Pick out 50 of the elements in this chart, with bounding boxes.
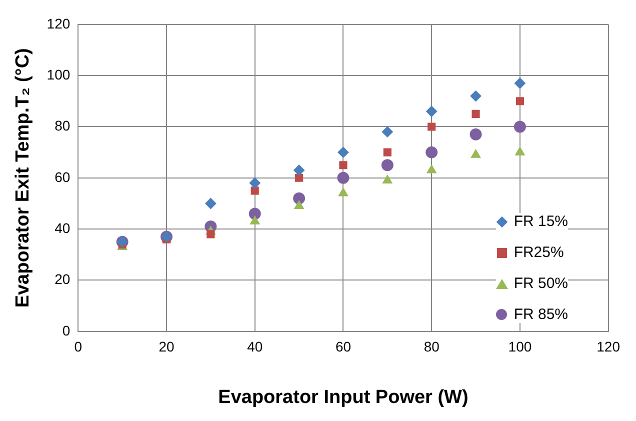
legend-label: FR 85% xyxy=(514,306,568,323)
x-tick-label: 100 xyxy=(508,338,532,355)
y-tick-label: 0 xyxy=(62,322,70,338)
point xyxy=(338,188,348,196)
x-tick-label: 40 xyxy=(247,338,263,355)
point xyxy=(250,186,259,195)
y-tick-label: 40 xyxy=(54,220,70,236)
y-tick-label: 100 xyxy=(46,66,70,82)
x-tick-label: 20 xyxy=(158,338,175,355)
point xyxy=(205,198,216,209)
point xyxy=(426,146,438,158)
point xyxy=(426,164,436,174)
point xyxy=(514,120,526,133)
point xyxy=(338,146,349,158)
point xyxy=(294,164,305,176)
point xyxy=(249,178,260,189)
x-tick-label: 0 xyxy=(74,338,82,355)
point xyxy=(206,230,215,238)
y-axis-title: Evaporator Exit Temp.T₂ (°C) xyxy=(12,48,34,308)
point xyxy=(515,146,525,156)
point xyxy=(337,172,350,184)
y-tick-label: 60 xyxy=(54,168,70,185)
point xyxy=(295,174,304,182)
point xyxy=(514,78,526,89)
legend-label: FR25% xyxy=(514,244,564,261)
point xyxy=(250,216,260,224)
y-tick-label: 120 xyxy=(46,15,70,32)
legend-label: FR 50% xyxy=(514,275,568,292)
point xyxy=(428,122,436,131)
y-tick-label: 80 xyxy=(54,118,70,134)
point xyxy=(472,110,480,118)
point xyxy=(248,208,261,220)
point xyxy=(382,126,393,138)
legend-label: FR 15% xyxy=(514,213,568,230)
point xyxy=(339,161,348,170)
point xyxy=(516,97,524,106)
point xyxy=(382,174,392,184)
x-axis-title: Evaporator Input Power (W) xyxy=(218,386,468,408)
point xyxy=(426,106,438,117)
y-tick-label: 20 xyxy=(54,271,70,288)
point xyxy=(470,128,482,140)
point xyxy=(470,149,481,158)
point xyxy=(383,148,392,156)
point xyxy=(381,159,394,172)
point xyxy=(470,90,482,102)
point xyxy=(294,200,304,210)
point xyxy=(293,192,306,204)
x-tick-label: 80 xyxy=(424,338,440,355)
x-tick-label: 60 xyxy=(335,338,352,355)
x-tick-label: 120 xyxy=(596,338,620,355)
